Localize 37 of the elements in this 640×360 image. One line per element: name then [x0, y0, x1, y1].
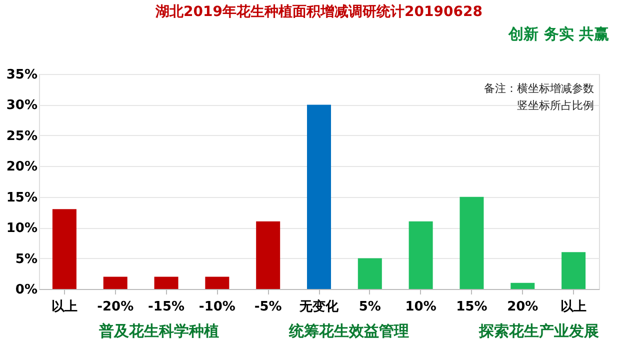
x-tick-label: 以上 — [51, 300, 78, 314]
text: 探索花生产业发展 — [478, 322, 599, 340]
y-tick-label: 30% — [6, 98, 38, 114]
annotation: 竖坐标所占比例 — [517, 99, 594, 112]
y-tick-label: 25% — [6, 128, 38, 144]
bar — [307, 104, 331, 289]
x-tick-label: -5% — [254, 300, 282, 314]
bar — [52, 209, 76, 289]
text: 统筹花生效益管理 — [288, 322, 409, 340]
x-tick-label: 20% — [507, 300, 538, 314]
chart-title: 湖北2019年花生种植面积增减调研统计20190628 — [154, 3, 482, 20]
y-tick-label: 0% — [15, 282, 38, 298]
x-tick-label: 以上 — [560, 300, 587, 314]
text: 普及花生科学种植 — [98, 322, 219, 340]
x-tick-label: -20% — [97, 300, 134, 314]
y-tick-label: 5% — [15, 252, 38, 267]
x-tick-label: -10% — [198, 300, 236, 314]
y-tick-label: 15% — [6, 190, 38, 206]
bar — [103, 276, 128, 289]
x-tick-label: 5% — [358, 300, 381, 314]
bar — [205, 276, 230, 289]
x-tick-label: 10% — [405, 300, 436, 314]
x-tick-label: 无变化 — [298, 298, 340, 314]
bar — [510, 282, 535, 289]
bar — [154, 276, 178, 289]
x-tick-label: -15% — [148, 300, 185, 314]
text: 创新 务实 共赢 — [508, 25, 609, 43]
y-tick-label: 10% — [6, 221, 38, 236]
bar — [460, 196, 484, 289]
bar — [256, 221, 280, 289]
bar — [562, 252, 586, 289]
bar — [408, 221, 433, 289]
x-tick-label: 15% — [456, 300, 488, 314]
y-tick-label: 20% — [6, 160, 38, 175]
annotation: 备注：横坐标增减参数 — [484, 82, 594, 95]
bar — [358, 258, 382, 289]
y-tick-label: 35% — [6, 68, 38, 82]
